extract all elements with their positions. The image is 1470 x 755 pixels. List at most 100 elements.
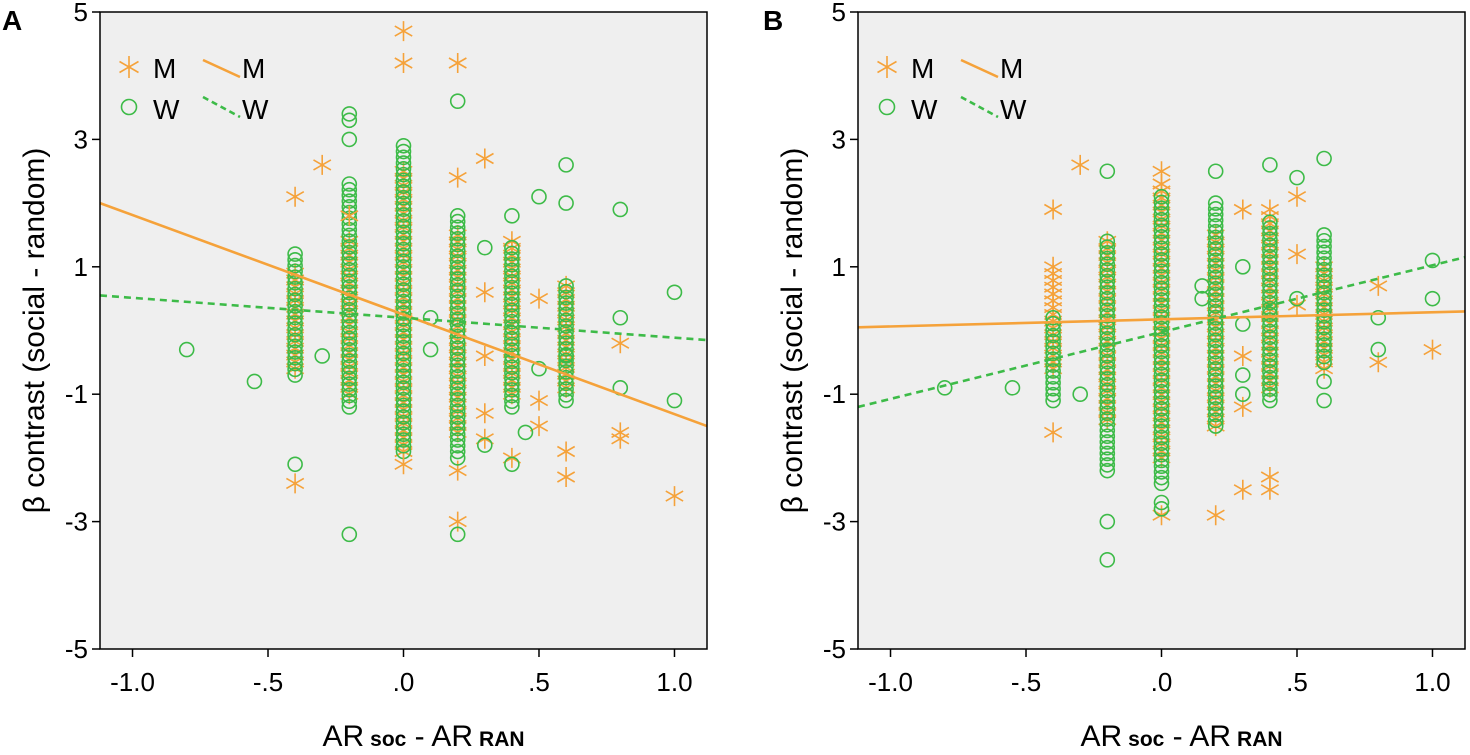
women-point [395, 259, 412, 275]
women-point [558, 387, 574, 403]
women-point [1153, 395, 1170, 411]
women-point [1316, 373, 1332, 390]
women-point [287, 456, 303, 473]
women-point [287, 286, 303, 303]
women-point [287, 361, 303, 378]
women-point [504, 274, 520, 290]
women-point [1424, 290, 1441, 307]
women-point [395, 403, 412, 419]
women-point [449, 391, 466, 408]
women-point [341, 381, 358, 398]
x-tick-label: -1.0 [868, 667, 913, 697]
panel-a-y-axis: 5 3 1 -1 -3 -5 [65, 0, 100, 664]
women-point [1153, 501, 1170, 517]
men-point [313, 154, 332, 175]
women-point [395, 282, 412, 298]
women-point [287, 292, 303, 308]
panel-b-label: B [763, 5, 783, 36]
women-point [1316, 256, 1332, 272]
women-point [1153, 280, 1170, 297]
women-point [504, 302, 520, 319]
women-point [1153, 343, 1170, 360]
legend-dashed-line-icon [960, 95, 999, 119]
women-point [1207, 401, 1224, 417]
women-point [287, 252, 303, 268]
fit-line-women [857, 255, 1466, 409]
women-point [1262, 329, 1278, 346]
women-point [1072, 386, 1089, 403]
women-point [449, 271, 466, 287]
legend-men-marker-label: M [153, 53, 176, 84]
women-point [1099, 405, 1116, 422]
women-point [395, 362, 412, 379]
women-point [1153, 435, 1170, 452]
women-point [504, 342, 520, 358]
x-tick-label: .5 [1286, 667, 1308, 697]
men-point [529, 288, 549, 309]
women-point [1099, 462, 1116, 479]
women-point [1370, 309, 1387, 326]
men-point [1233, 479, 1252, 500]
women-point [449, 254, 466, 270]
women-point [504, 393, 520, 410]
women-point [341, 181, 358, 198]
panel-b-y-axis-title: β contrast (social - random) [776, 148, 809, 514]
women-point [1289, 169, 1305, 186]
men-point [394, 21, 413, 42]
women-point [1262, 306, 1278, 323]
women-point [1153, 406, 1170, 423]
women-point [1207, 246, 1224, 263]
women-point [1045, 327, 1061, 344]
women-point [1234, 386, 1251, 403]
women-point [504, 285, 520, 301]
women-point [422, 341, 439, 358]
women-point [504, 239, 520, 256]
women-point [1153, 412, 1170, 429]
women-point [395, 172, 412, 189]
men-point [556, 441, 576, 462]
y-tick-label: 1 [74, 252, 88, 282]
x-tick-label: -.5 [1011, 667, 1041, 697]
women-point [1207, 412, 1224, 429]
women-point [517, 424, 534, 441]
women-point [395, 230, 412, 246]
women-point [504, 251, 520, 267]
women-point [1207, 395, 1224, 411]
women-point [504, 268, 520, 284]
women-point [1234, 367, 1251, 383]
women-point [341, 267, 358, 284]
women-point [395, 397, 412, 414]
women-point [1262, 364, 1278, 380]
y-tick-label: -5 [65, 634, 88, 664]
x-tick-label: .5 [528, 667, 550, 697]
women-point [1262, 220, 1278, 236]
women-point [504, 365, 520, 381]
x-tick-label: .0 [1151, 667, 1173, 697]
women-point [1153, 458, 1170, 474]
women-point [449, 259, 466, 276]
women-point [1207, 218, 1224, 234]
women-point [1099, 267, 1116, 284]
women-point [1099, 325, 1116, 341]
women-point [1099, 336, 1116, 353]
women-point [1099, 394, 1116, 410]
women-point [287, 298, 303, 314]
women-point [1194, 278, 1210, 294]
women-point [395, 409, 412, 425]
women-point [449, 294, 466, 310]
fit-line-men [857, 310, 1466, 329]
panel-a-legend: M W M W [119, 53, 269, 125]
women-point [1262, 271, 1278, 288]
women-point [504, 296, 520, 313]
women-point [1207, 343, 1224, 360]
men-point [556, 467, 576, 487]
men-point [1044, 256, 1063, 277]
women-point [504, 376, 520, 392]
women-point [449, 288, 466, 305]
men-point [475, 148, 494, 169]
panel-b-fit-lines [857, 255, 1466, 409]
women-point [449, 248, 466, 264]
women-point [1099, 348, 1116, 364]
women-point [1262, 231, 1278, 248]
women-point [1099, 244, 1116, 261]
